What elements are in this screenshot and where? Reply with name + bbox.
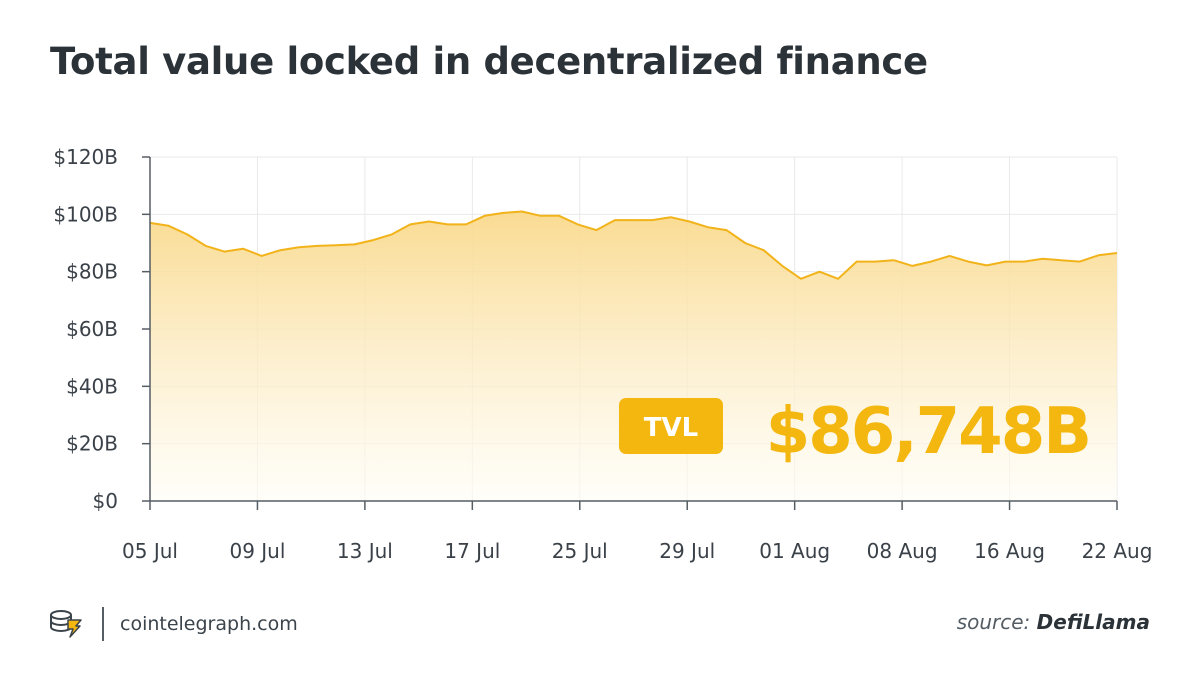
tvl-badge xyxy=(619,398,723,454)
x-tick-label: 05 Jul xyxy=(122,539,178,563)
y-tick-label: $0 xyxy=(93,489,118,513)
source-name: DefiLlama xyxy=(1036,610,1150,634)
tvl-area-fill xyxy=(150,211,1117,501)
site-name: cointelegraph.com xyxy=(120,613,298,635)
x-tick-label: 16 Aug xyxy=(974,539,1045,563)
x-tick-label: 29 Jul xyxy=(659,539,715,563)
y-tick-label: $120B xyxy=(53,145,118,169)
y-tick-label: $100B xyxy=(53,202,118,226)
x-tick-label: 17 Jul xyxy=(444,539,500,563)
x-tick-label: 22 Aug xyxy=(1082,539,1153,563)
y-tick-label: $40B xyxy=(66,374,118,398)
source-credit: source: DefiLlama xyxy=(957,610,1150,634)
x-tick-label: 13 Jul xyxy=(337,539,393,563)
cointelegraph-logo-icon xyxy=(48,606,84,642)
tvl-badge-label: TVL xyxy=(644,413,698,443)
tvl-callout: TVL $86,748B xyxy=(619,395,1092,469)
source-prefix: source: xyxy=(956,610,1031,634)
footer-brand: cointelegraph.com xyxy=(48,604,298,644)
y-tick-label: $20B xyxy=(66,432,118,456)
tvl-value: $86,748B xyxy=(766,395,1090,469)
y-axis-labels: $0 $20B $40B $60B $80B $100B $120B xyxy=(53,145,118,513)
chart-title: Total value locked in decentralized fina… xyxy=(50,40,928,83)
y-tick-label: $80B xyxy=(66,260,118,284)
x-tick-label: 09 Jul xyxy=(229,539,285,563)
axes xyxy=(142,156,1118,510)
x-axis-labels: 05 Jul 09 Jul 13 Jul 17 Jul 25 Jul 29 Jul 01 A… xyxy=(122,539,1152,563)
footer-divider xyxy=(102,607,104,641)
x-tick-label: 01 Aug xyxy=(759,539,830,563)
tvl-area-chart: $0 $20B $40B $60B $80B $100B $120B 05 Jul 09 Ju… xyxy=(53,145,1152,563)
y-tick-label: $60B xyxy=(66,317,118,341)
x-tick-label: 08 Aug xyxy=(867,539,938,563)
tvl-series-line xyxy=(149,210,1118,280)
x-tick-label: 25 Jul xyxy=(552,539,608,563)
